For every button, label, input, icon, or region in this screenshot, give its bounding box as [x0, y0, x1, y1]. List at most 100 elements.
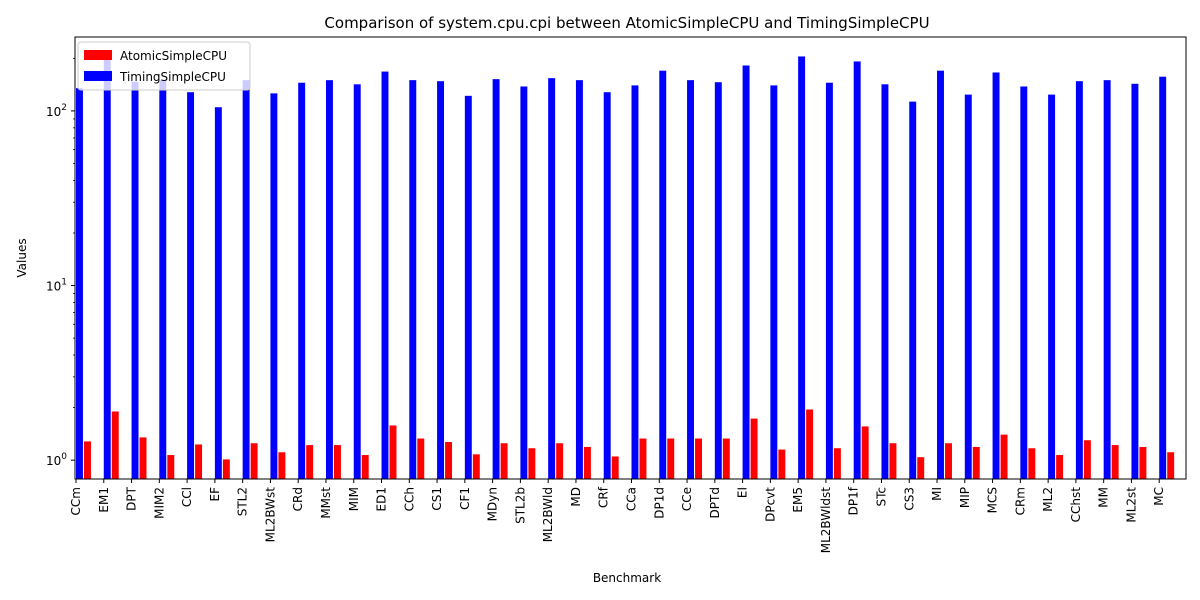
- bar-AtomicSimpleCPU-CChst: [1083, 440, 1091, 479]
- x-tick-label: MIM2: [152, 487, 166, 519]
- x-tick-label: CRm: [1013, 487, 1027, 515]
- x-tick-label: STc: [874, 487, 888, 507]
- legend: AtomicSimpleCPU TimingSimpleCPU: [77, 41, 251, 91]
- bar-TimingSimpleCPU-DPT: [131, 81, 139, 480]
- bar-TimingSimpleCPU-ML2: [1048, 94, 1056, 480]
- x-tick-label: STL2: [236, 487, 250, 516]
- x-tick-label: CCm: [69, 487, 83, 515]
- x-tick-label: MM: [1097, 487, 1111, 508]
- bar-AtomicSimpleCPU-CS1: [445, 442, 453, 479]
- bar-TimingSimpleCPU-MCS: [992, 72, 1000, 480]
- bar-AtomicSimpleCPU-DPT: [139, 437, 147, 479]
- bar-AtomicSimpleCPU-DPTd: [722, 438, 730, 479]
- bar-AtomicSimpleCPU-MC: [1167, 452, 1175, 479]
- bar-TimingSimpleCPU-CChst: [1075, 81, 1083, 480]
- bar-AtomicSimpleCPU-CRf: [611, 456, 619, 479]
- plot-frame: [74, 36, 1187, 480]
- bar-AtomicSimpleCPU-ML2st: [1139, 446, 1147, 479]
- bar-TimingSimpleCPU-CRf: [603, 92, 611, 479]
- x-tick-label: EI: [736, 487, 750, 498]
- bar-TimingSimpleCPU-DPcvt: [770, 85, 778, 479]
- x-tick-label: ED1: [375, 487, 389, 511]
- bar-AtomicSimpleCPU-CCm: [84, 441, 91, 479]
- bar-AtomicSimpleCPU-DP1d: [667, 438, 675, 479]
- bar-TimingSimpleCPU-CF1: [464, 95, 472, 479]
- bar-AtomicSimpleCPU-CCh: [417, 438, 425, 479]
- bar-TimingSimpleCPU-MDyn: [492, 79, 500, 479]
- bar-TimingSimpleCPU-MMst: [325, 80, 333, 479]
- x-tick-label: EM5: [791, 487, 805, 513]
- bar-AtomicSimpleCPU-CCl: [195, 444, 203, 479]
- bar-TimingSimpleCPU-CRd: [298, 82, 306, 479]
- bar-AtomicSimpleCPU-MM: [1111, 445, 1119, 479]
- bar-TimingSimpleCPU-CCe: [687, 80, 694, 479]
- x-tick-label: ML2BWst: [263, 487, 277, 543]
- y-axis-label: Values: [15, 238, 29, 277]
- x-tick-label: CS1: [430, 487, 444, 511]
- x-tick-label: CRd: [291, 487, 305, 511]
- x-tick-label: DPT: [125, 486, 139, 510]
- bar-AtomicSimpleCPU-ML2BWld: [556, 443, 564, 479]
- bar-AtomicSimpleCPU-ML2BWldst: [833, 448, 841, 479]
- bar-TimingSimpleCPU-EF: [214, 107, 222, 479]
- bar-TimingSimpleCPU-CRm: [1020, 86, 1028, 479]
- x-tick-label: ML2st: [1124, 487, 1138, 523]
- x-tick-label: CChst: [1069, 487, 1083, 523]
- bar-AtomicSimpleCPU-CCa: [639, 438, 647, 479]
- bar-AtomicSimpleCPU-ML2: [1056, 455, 1064, 479]
- x-tick-label: EM1: [97, 487, 111, 513]
- legend-swatch-atomic: [84, 50, 112, 60]
- bar-AtomicSimpleCPU-CRd: [306, 445, 314, 479]
- bar-AtomicSimpleCPU-CRm: [1028, 448, 1036, 479]
- y-tick-label: 101: [46, 278, 67, 294]
- bar-AtomicSimpleCPU-EF: [222, 459, 230, 479]
- plot-bars: [76, 56, 1175, 480]
- bar-TimingSimpleCPU-ML2BWst: [270, 93, 278, 480]
- x-tick-label: CCh: [402, 487, 416, 511]
- bar-AtomicSimpleCPU-DP1f: [861, 426, 869, 479]
- bar-AtomicSimpleCPU-MDyn: [500, 443, 508, 479]
- legend-label-atomic: AtomicSimpleCPU: [120, 49, 227, 63]
- bar-AtomicSimpleCPU-EM1: [111, 411, 119, 479]
- x-tick-label: CRf: [597, 486, 611, 508]
- bar-TimingSimpleCPU-MM: [1103, 80, 1111, 479]
- bar-TimingSimpleCPU-MIM2: [159, 80, 167, 479]
- bar-AtomicSimpleCPU-STL2: [250, 443, 258, 479]
- x-tick-label: ML2BWldst: [819, 487, 833, 554]
- legend-swatch-timing: [84, 71, 112, 81]
- bar-TimingSimpleCPU-CS3: [909, 101, 917, 480]
- legend-frame: [77, 41, 251, 91]
- bar-AtomicSimpleCPU-STL2b: [528, 448, 536, 479]
- x-tick-label: MIM: [347, 487, 361, 511]
- bar-TimingSimpleCPU-EI: [742, 65, 750, 479]
- bar-AtomicSimpleCPU-EM5: [806, 409, 814, 479]
- x-tick-label: CCe: [680, 487, 694, 511]
- bar-TimingSimpleCPU-CCm: [76, 88, 83, 480]
- x-axis-label: Benchmark: [593, 571, 661, 585]
- bar-TimingSimpleCPU-MD: [575, 80, 583, 479]
- x-tick-label: DPcvt: [763, 487, 777, 522]
- bar-AtomicSimpleCPU-CS3: [917, 457, 925, 479]
- bar-TimingSimpleCPU-EM5: [798, 56, 806, 480]
- x-tick-label: ML2BWld: [541, 487, 555, 542]
- bar-AtomicSimpleCPU-ML2BWst: [278, 452, 286, 479]
- bar-TimingSimpleCPU-DPTd: [714, 82, 722, 480]
- chart-title: Comparison of system.cpu.cpi between Ato…: [324, 14, 929, 32]
- x-tick-label: CF1: [458, 487, 472, 510]
- bar-TimingSimpleCPU-ED1: [381, 71, 389, 479]
- x-tick-label: CCa: [625, 487, 639, 511]
- x-tick-label: MMst: [319, 487, 333, 519]
- bar-TimingSimpleCPU-DP1d: [659, 70, 667, 479]
- bar-TimingSimpleCPU-ML2st: [1131, 83, 1139, 480]
- x-axis: CCm EM1 DPT MIM2 CCl EF STL2 ML2BWst CRd MMst MIM E…: [69, 479, 1166, 553]
- x-tick-label: MC: [1152, 487, 1166, 506]
- x-tick-label: DPTd: [708, 487, 722, 518]
- bar-AtomicSimpleCPU-MI: [945, 443, 952, 479]
- x-tick-label: DP1f: [847, 486, 861, 515]
- bar-AtomicSimpleCPU-MIM2: [167, 455, 175, 479]
- bar-TimingSimpleCPU-CCh: [409, 80, 417, 479]
- bar-TimingSimpleCPU-CCl: [187, 92, 195, 479]
- bar-AtomicSimpleCPU-DPcvt: [778, 449, 786, 479]
- x-tick-label: ML2: [1041, 487, 1055, 512]
